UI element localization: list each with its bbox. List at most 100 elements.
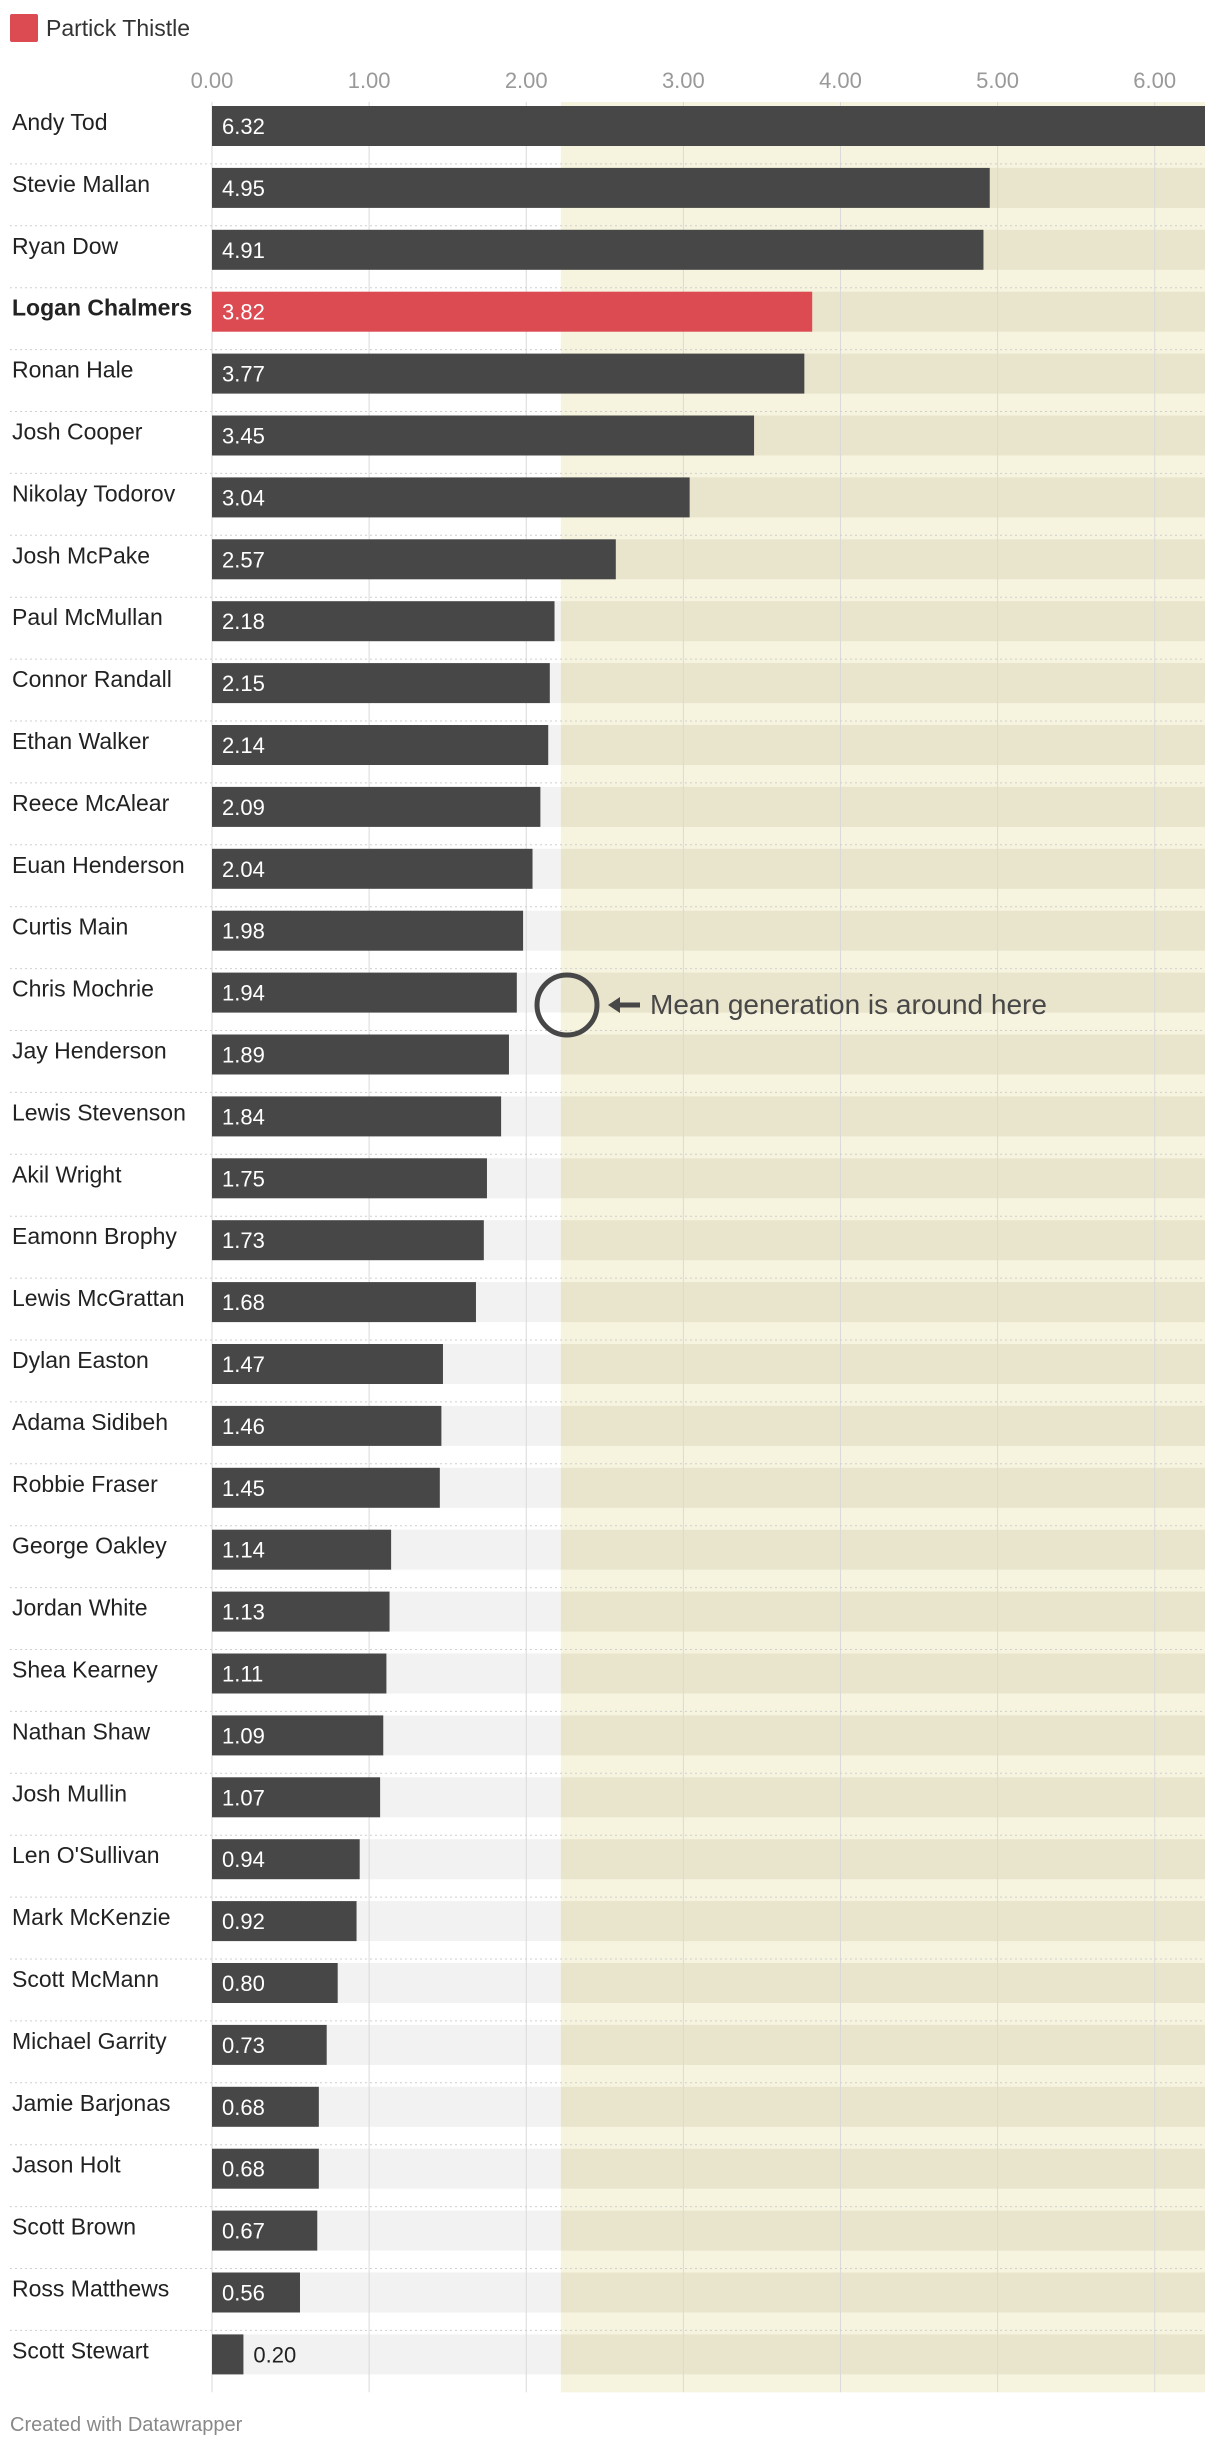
bar	[212, 415, 755, 456]
bar	[212, 167, 990, 208]
value-label: 1.68	[222, 1290, 265, 1315]
category-label: Lewis Stevenson	[12, 1099, 186, 1125]
category-label: Michael Garrity	[12, 2028, 167, 2054]
category-label: Andy Tod	[12, 109, 107, 135]
annotation-circle	[534, 972, 600, 1038]
value-label: 4.91	[222, 238, 265, 263]
shaded-row-band	[560, 1653, 1205, 1694]
value-label: 1.98	[222, 919, 265, 944]
value-label: 1.07	[222, 1785, 265, 1810]
shaded-row-band	[560, 2148, 1205, 2189]
bar	[212, 1096, 502, 1137]
bar	[212, 2272, 300, 2313]
value-label: 1.09	[222, 1723, 265, 1748]
category-label: Jamie Barjonas	[12, 2090, 171, 2116]
x-tick-label: 2.00	[505, 68, 548, 93]
category-label: Nikolay Todorov	[12, 480, 176, 506]
category-label: Paul McMullan	[12, 604, 163, 630]
shaded-row-band	[560, 1591, 1205, 1632]
shaded-row-band	[560, 910, 1205, 951]
bar	[212, 2334, 244, 2375]
bar	[212, 1963, 338, 2003]
bar	[212, 1839, 360, 1880]
category-label: Robbie Fraser	[12, 1471, 158, 1497]
shaded-row-band	[560, 1220, 1205, 1261]
category-label: Ethan Walker	[12, 728, 150, 754]
bar	[212, 106, 1205, 146]
shaded-row-band	[560, 1777, 1205, 1818]
value-label: 1.94	[222, 981, 265, 1006]
value-label: 1.11	[222, 1662, 263, 1687]
category-label: Ronan Hale	[12, 357, 133, 383]
category-label: Jason Holt	[12, 2152, 121, 2178]
bar	[212, 477, 690, 518]
category-label: Euan Henderson	[12, 852, 185, 878]
value-label: 1.14	[222, 1538, 265, 1563]
category-label: Logan Chalmers	[12, 295, 192, 321]
shaded-row-band	[560, 848, 1205, 889]
category-label: Eamonn Brophy	[12, 1223, 177, 1249]
category-label: Scott Stewart	[12, 2337, 149, 2363]
category-label: Connor Randall	[12, 666, 172, 692]
category-label: George Oakley	[12, 1533, 167, 1559]
value-label: 0.67	[222, 2219, 265, 2244]
x-tick-label: 3.00	[662, 68, 705, 93]
value-label: 3.77	[222, 362, 265, 387]
shaded-row-band	[560, 1839, 1205, 1880]
legend-swatch	[10, 14, 38, 42]
value-label: 3.04	[222, 485, 265, 510]
shaded-row-band	[560, 2334, 1205, 2375]
bar	[212, 2210, 318, 2251]
shaded-row-band	[560, 1344, 1205, 1384]
value-label: 0.94	[222, 1847, 265, 1872]
value-label: 1.47	[222, 1352, 265, 1377]
bar	[212, 663, 550, 704]
shaded-row-band	[560, 1096, 1205, 1137]
shaded-row-band	[560, 1901, 1205, 1942]
bar	[212, 1405, 442, 1446]
value-label: 3.82	[222, 300, 265, 325]
x-tick-label: 4.00	[819, 68, 862, 93]
legend: Partick Thistle	[10, 13, 190, 43]
shaded-row-band	[560, 2210, 1205, 2251]
value-label: 1.84	[222, 1104, 265, 1129]
value-label: 0.73	[222, 2033, 265, 2058]
category-label: Jordan White	[12, 1595, 148, 1621]
value-label: 4.95	[222, 176, 265, 201]
bar	[212, 1282, 476, 1323]
bar	[212, 1220, 484, 1261]
row-band	[212, 2334, 561, 2375]
bar-chart: 0.00 1.00 2.00 3.00 4.00 5.00 6.00 Andy Tod 6.32…	[10, 68, 1205, 2393]
shaded-row-band	[560, 1405, 1205, 1446]
value-label: 2.14	[222, 733, 265, 758]
bar	[212, 1344, 443, 1384]
shaded-row-band	[560, 1282, 1205, 1323]
bar	[212, 1591, 390, 1632]
bar	[212, 2024, 327, 2065]
value-label: 0.56	[222, 2281, 265, 2306]
category-label: Ross Matthews	[12, 2276, 169, 2302]
value-label: 1.75	[222, 1166, 265, 1191]
annotation-text: Mean generation is around here	[650, 989, 1047, 1020]
shaded-row-band	[560, 1715, 1205, 1756]
category-label: Ryan Dow	[12, 233, 118, 259]
shaded-row-band	[560, 1467, 1205, 1508]
shaded-row-band	[560, 2272, 1205, 2313]
shaded-row-band	[560, 601, 1205, 642]
bar	[212, 848, 533, 889]
category-label: Reece McAlear	[12, 790, 170, 816]
category-label: Lewis McGrattan	[12, 1285, 185, 1311]
value-label: 0.92	[222, 1909, 265, 1934]
category-label: Adama Sidibeh	[12, 1409, 168, 1435]
category-label: Mark McKenzie	[12, 1904, 170, 1930]
value-label: 1.89	[222, 1043, 265, 1068]
category-label: Dylan Easton	[12, 1347, 149, 1373]
bar	[212, 229, 984, 270]
value-label: 0.68	[222, 2157, 265, 2182]
value-label: 2.09	[222, 795, 265, 820]
bar	[212, 2086, 319, 2127]
value-label: 2.04	[222, 857, 265, 882]
value-label: 2.57	[222, 547, 265, 572]
category-label: Nathan Shaw	[12, 1718, 150, 1744]
shaded-row-band	[560, 2086, 1205, 2127]
